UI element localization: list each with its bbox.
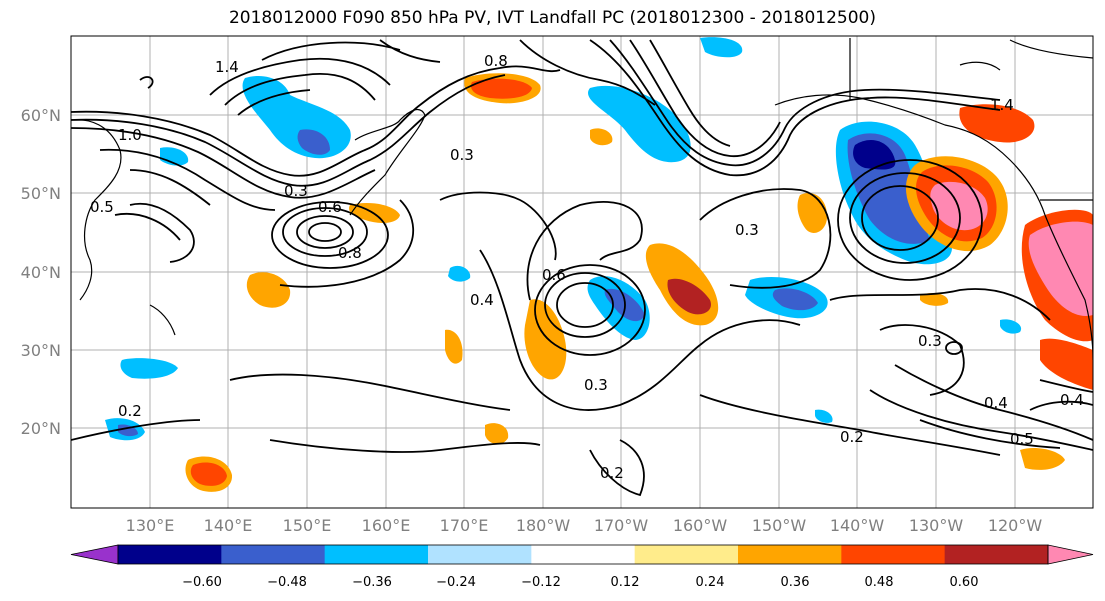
- lat-tick-label: 60°N: [21, 106, 61, 125]
- lat-tick-label: 50°N: [21, 184, 61, 203]
- lon-tick-label: 180°W: [516, 516, 571, 535]
- contour-label: 0.2: [118, 402, 142, 420]
- contour-label: 1.4: [990, 96, 1014, 114]
- colorbar: [70, 544, 1094, 565]
- contour-label: 0.4: [470, 291, 494, 309]
- contour-label: 0.3: [918, 332, 942, 350]
- ivt-contours: [71, 39, 1093, 497]
- contour-label: 0.3: [735, 221, 759, 239]
- lon-tick-label: 170°E: [440, 516, 489, 535]
- colorbar-segment: [428, 545, 532, 564]
- contour-label: 0.4: [1060, 391, 1084, 409]
- lat-tick-label: 40°N: [21, 263, 61, 282]
- lon-tick-label: 150°W: [752, 516, 807, 535]
- colorbar-segment: [324, 545, 429, 564]
- map-title: 2018012000 F090 850 hPa PV, IVT Landfall…: [228, 8, 876, 28]
- colorbar-segment: [118, 545, 222, 564]
- contour-label: 0.2: [600, 464, 624, 482]
- lon-tick-label: 140°E: [204, 516, 253, 535]
- lat-axis: 60°N 50°N 40°N 30°N 20°N: [21, 106, 61, 438]
- colorbar-tick-label: −0.24: [436, 575, 476, 590]
- colorbar-extend-high: [1047, 544, 1094, 565]
- colorbar-segment: [634, 545, 739, 564]
- lat-tick-label: 30°N: [21, 341, 61, 360]
- colorbar-segment: [841, 545, 946, 564]
- colorbar-segment: [531, 545, 636, 564]
- contour-label: 0.3: [284, 182, 308, 200]
- map-content: [71, 36, 1093, 508]
- colorbar-ticks: −0.60 −0.48 −0.36 −0.24 −0.12 0.12 0.24 …: [182, 575, 978, 590]
- lon-tick-label: 170°W: [594, 516, 649, 535]
- colorbar-tick-label: 0.36: [781, 575, 810, 590]
- lon-tick-label: 140°W: [830, 516, 885, 535]
- colorbar-frame: [117, 544, 1049, 565]
- colorbar-segment: [738, 545, 842, 564]
- colorbar-tick-label: −0.36: [352, 575, 392, 590]
- contour-label: 0.6: [542, 266, 566, 284]
- colorbar-tick-label: 0.12: [611, 575, 640, 590]
- colorbar-tick-label: 0.24: [696, 575, 725, 590]
- lon-tick-label: 160°E: [362, 516, 411, 535]
- lon-tick-label: 130°E: [126, 516, 175, 535]
- colorbar-segment: [221, 545, 326, 564]
- colorbar-tick-label: −0.60: [182, 575, 222, 590]
- colorbar-extend-low: [70, 544, 119, 565]
- contour-labels: 1.4 0.8 1.0 0.3 0.5 0.6 0.8 0.3 0.4 0.2 …: [90, 52, 1084, 482]
- lon-tick-label: 150°E: [283, 516, 332, 535]
- contour-label: 0.2: [840, 428, 864, 446]
- lon-tick-label: 160°W: [673, 516, 728, 535]
- colorbar-tick-label: 0.60: [950, 575, 979, 590]
- map-gridlines: [71, 36, 1093, 508]
- contour-label: 1.4: [215, 58, 239, 76]
- contour-label: 0.8: [338, 244, 362, 262]
- contour-label: 0.8: [484, 52, 508, 70]
- contour-label: 0.5: [1010, 430, 1034, 448]
- colorbar-segment: [944, 545, 1049, 564]
- colorbar-tick-label: 0.48: [865, 575, 894, 590]
- contour-label: 0.3: [584, 376, 608, 394]
- contour-label: 0.6: [318, 198, 342, 216]
- lon-tick-label: 120°W: [988, 516, 1043, 535]
- lon-axis: 130°E 140°E 150°E 160°E 170°E 180°W 170°…: [126, 516, 1043, 535]
- contour-label: 0.4: [984, 394, 1008, 412]
- colorbar-tick-label: −0.48: [267, 575, 307, 590]
- lat-tick-label: 20°N: [21, 419, 61, 438]
- contour-label: 0.3: [450, 146, 474, 164]
- contour-label: 1.0: [118, 126, 142, 144]
- map-frame: [70, 35, 1094, 509]
- colorbar-tick-label: −0.12: [521, 575, 561, 590]
- contour-label: 0.5: [90, 198, 114, 216]
- lon-tick-label: 130°W: [909, 516, 964, 535]
